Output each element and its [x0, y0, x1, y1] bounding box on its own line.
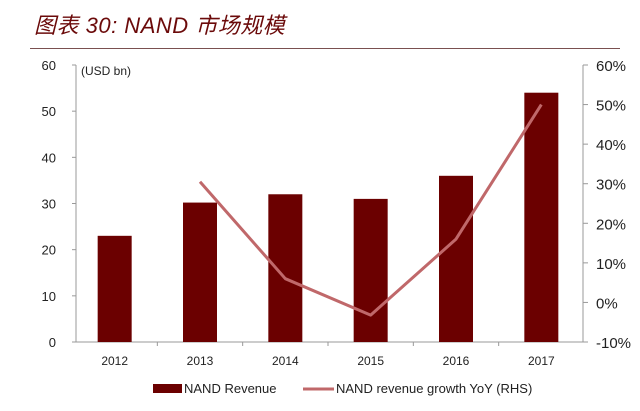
left-tick-label: 10	[42, 289, 56, 304]
bar-2012	[97, 235, 132, 342]
right-tick-label: 50%	[596, 98, 626, 115]
x-tick-label: 2015	[357, 354, 384, 368]
left-tick-label: 50	[42, 104, 56, 119]
left-tick-label: 60	[42, 58, 56, 73]
x-tick-label: 2013	[187, 354, 214, 368]
x-tick-label: 2014	[272, 354, 299, 368]
right-tick-label: 40%	[596, 137, 626, 154]
right-tick-label: 20%	[596, 216, 626, 233]
right-tick-label: -10%	[596, 335, 631, 352]
x-tick-label: 2017	[528, 354, 555, 368]
title-divider	[30, 48, 620, 49]
bar-2016	[439, 175, 473, 342]
legend-label-growth: NAND revenue growth YoY (RHS)	[336, 381, 532, 396]
legend-swatch-revenue	[153, 384, 182, 393]
chart-title: 图表 30: NAND 市场规模	[34, 13, 286, 38]
right-tick-label: 10%	[596, 256, 626, 273]
x-tick-label: 2016	[443, 354, 470, 368]
right-tick-label: 60%	[596, 58, 626, 75]
right-tick-label: 0%	[596, 295, 618, 312]
x-tick-label: 2012	[101, 354, 128, 368]
bar-2015	[353, 198, 388, 342]
left-tick-label: 40	[42, 150, 56, 165]
bar-2014	[268, 194, 303, 342]
bar-2013	[183, 202, 217, 342]
bar-2017	[524, 92, 559, 342]
right-tick-label: 30%	[596, 177, 626, 194]
legend-label-revenue: NAND Revenue	[184, 381, 277, 396]
left-tick-label: 0	[49, 335, 56, 350]
left-tick-label: 30	[42, 197, 56, 212]
left-tick-label: 20	[42, 243, 56, 258]
left-axis-unit: (USD bn)	[81, 64, 131, 78]
